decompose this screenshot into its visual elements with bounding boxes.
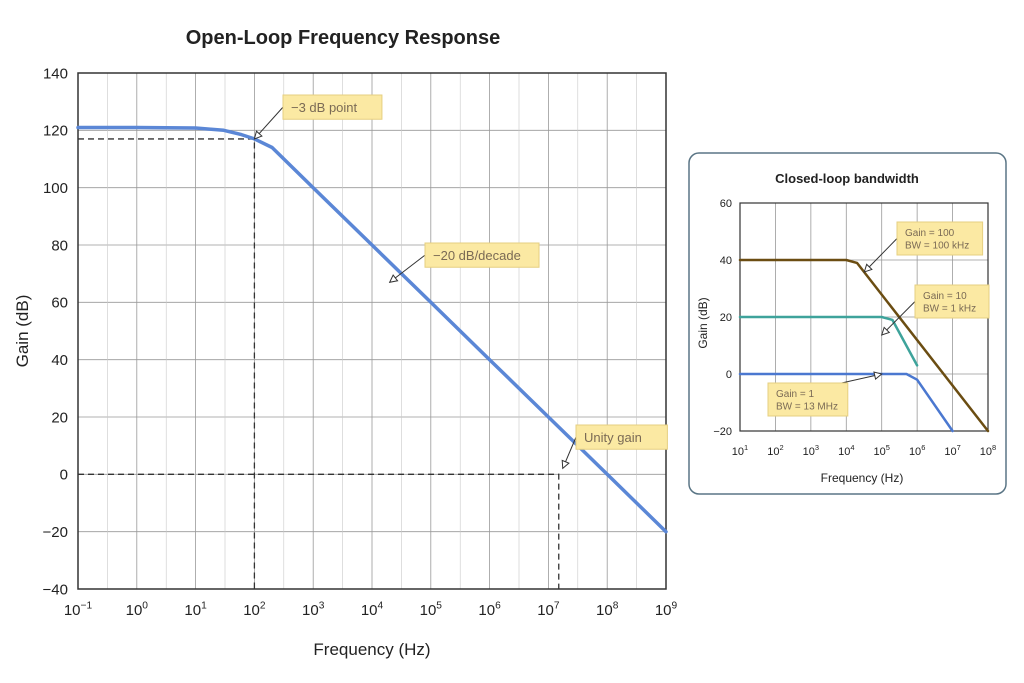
- y-tick-label: 60: [720, 198, 732, 210]
- inset-y-tick-labels: 60 40 20 0 −20: [713, 198, 732, 438]
- y-tick-label: 0: [726, 369, 732, 381]
- main-grid: [77, 72, 667, 590]
- callout-box: [575, 424, 668, 450]
- callout-text: −3 dB point: [291, 100, 358, 115]
- y-tick-label: 20: [720, 312, 732, 324]
- callout-text: BW = 100 kHz: [905, 241, 969, 252]
- callout-box: [767, 382, 849, 417]
- x-tick-label: 105: [874, 443, 890, 458]
- y-tick-label: 0: [60, 467, 68, 484]
- callout-arrowhead: [253, 130, 263, 140]
- main-x-tick-labels: 10−1 100 101 102 103 104 105 106 107 108 109: [64, 600, 678, 619]
- reference-line: [78, 473, 560, 589]
- inset-y-axis-label: Gain (dB): [696, 297, 710, 348]
- inset-chart-title: Closed-loop bandwidth: [775, 171, 919, 186]
- series-line-0: [738, 258, 990, 433]
- y-tick-label: −40: [43, 581, 68, 598]
- x-tick-label: 106: [909, 443, 925, 458]
- x-tick-label: 104: [838, 443, 854, 458]
- callout-arrowhead: [388, 274, 399, 283]
- y-tick-label: 80: [51, 237, 68, 254]
- x-tick-label: 108: [980, 443, 996, 458]
- main-annotations: −3 dB point −20 dB/decade Unity gain: [253, 94, 668, 470]
- x-tick-label: 107: [944, 443, 960, 458]
- x-tick-label: 103: [302, 600, 325, 619]
- x-tick-label: 10−1: [64, 600, 93, 619]
- callout-box: [914, 284, 990, 319]
- main-y-axis-label: Gain (dB): [13, 295, 32, 368]
- x-tick-label: 102: [767, 443, 783, 458]
- main-reference-lines: [78, 138, 560, 589]
- callout-text: BW = 1 kHz: [923, 304, 976, 315]
- callout-text: Gain = 10: [923, 291, 967, 302]
- inset-series: [738, 258, 990, 433]
- main-chart-title: Open-Loop Frequency Response: [186, 27, 500, 49]
- y-tick-label: 120: [43, 123, 68, 140]
- y-tick-label: 20: [51, 409, 68, 426]
- callout-box: [896, 221, 984, 256]
- callout-text: Unity gain: [584, 430, 642, 445]
- callout-gain-10: Gain = 10 BW = 1 kHz: [880, 284, 990, 336]
- callout-leader: [863, 238, 898, 273]
- x-tick-label: 100: [126, 600, 149, 619]
- x-tick-label: 102: [243, 600, 266, 619]
- y-tick-label: 100: [43, 180, 68, 197]
- callout-unity-gain: Unity gain: [561, 424, 668, 470]
- x-tick-label: 107: [537, 600, 560, 619]
- y-tick-label: −20: [43, 524, 68, 541]
- x-tick-label: 101: [184, 600, 207, 619]
- series-line-0: [76, 125, 668, 534]
- x-tick-label: 104: [361, 600, 384, 619]
- inset-x-axis-label: Frequency (Hz): [821, 471, 904, 485]
- callout-text: Gain = 100: [905, 228, 955, 239]
- callout-text: −20 dB/decade: [433, 248, 521, 263]
- callout-box: [424, 242, 540, 268]
- inset-x-tick-labels: 101 102 103 104 105 106 107 108: [732, 443, 996, 458]
- callout-arrowhead: [863, 263, 873, 273]
- x-tick-label: 103: [803, 443, 819, 458]
- main-y-tick-labels: 140 120 100 80 60 40 20 0 −20 −40: [43, 65, 68, 598]
- callout-text: BW = 13 MHz: [776, 402, 838, 413]
- callout-3db-point: −3 dB point: [253, 94, 383, 140]
- callout-arrowhead: [561, 459, 570, 470]
- callout-arrowhead: [873, 371, 883, 381]
- main-plot-frame: [77, 72, 667, 590]
- x-tick-label: 101: [732, 443, 748, 458]
- callout-gain-100: Gain = 100 BW = 100 kHz: [863, 221, 984, 273]
- y-tick-label: 40: [51, 352, 68, 369]
- y-tick-label: 140: [43, 65, 68, 82]
- x-tick-label: 109: [655, 600, 678, 619]
- main-x-axis-label: Frequency (Hz): [313, 640, 430, 659]
- callout-gain-1: Gain = 1 BW = 13 MHz: [767, 371, 883, 417]
- y-tick-label: 60: [51, 295, 68, 312]
- y-tick-label: 40: [720, 255, 732, 267]
- series-line-2: [738, 372, 954, 433]
- y-tick-label: −20: [713, 426, 732, 438]
- x-tick-label: 105: [420, 600, 443, 619]
- callout-arrowhead: [880, 326, 891, 336]
- x-tick-label: 108: [596, 600, 619, 619]
- main-series: [76, 125, 668, 534]
- callout-text: Gain = 1: [776, 389, 815, 400]
- callout-slope: −20 dB/decade: [388, 242, 540, 283]
- callout-leader: [881, 301, 916, 336]
- series-line-1: [738, 315, 919, 367]
- x-tick-label: 106: [478, 600, 501, 619]
- inset-annotations: Gain = 100 BW = 100 kHz Gain = 10 BW = 1 kH…: [767, 221, 990, 417]
- callout-box: [282, 94, 383, 120]
